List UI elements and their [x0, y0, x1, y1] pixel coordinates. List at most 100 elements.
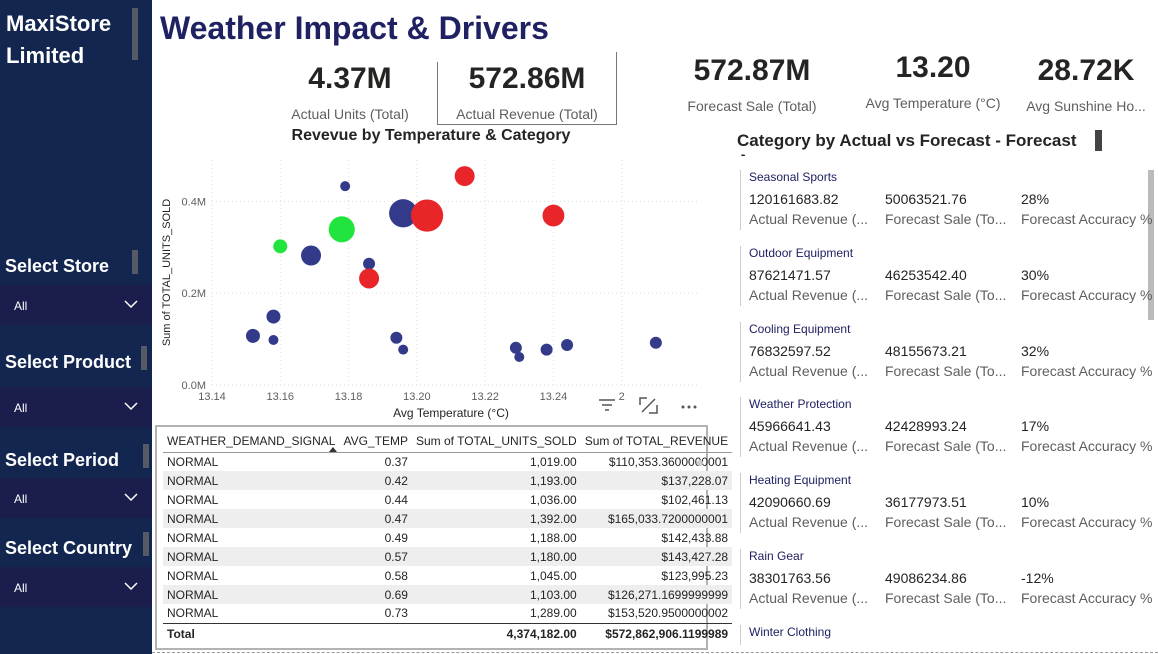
- card-value: 48155673.21: [885, 342, 967, 359]
- table-cell: NORMAL: [163, 509, 340, 528]
- card-label: Forecast Sale (To...: [885, 438, 1007, 455]
- column-header[interactable]: AVG_TEMP: [339, 430, 412, 453]
- table-cell: 0.73: [384, 606, 408, 621]
- table-cell: 1,392.00: [411, 509, 581, 528]
- kpi-value: 4.37M: [308, 62, 392, 95]
- table-cell: 1,103.00: [411, 585, 581, 604]
- cards-title: Category by Actual vs Forecast - Forecas…: [737, 131, 1077, 156]
- focus-icon[interactable]: [639, 397, 658, 414]
- chevron: [124, 402, 138, 410]
- table-cell: 0.58: [384, 568, 408, 583]
- bubble: [542, 204, 565, 227]
- table-cell: NORMAL: [163, 585, 340, 604]
- table-cell: NORMAL: [163, 547, 340, 566]
- bubble: [266, 309, 281, 324]
- bubble: [363, 257, 376, 270]
- more-icon[interactable]: [693, 405, 697, 409]
- filter-dropdown[interactable]: All: [0, 387, 152, 427]
- x-tick-label: 13.16: [267, 391, 295, 403]
- card-value: 46253542.40: [885, 266, 967, 283]
- table-cell: $137,228.07: [580, 471, 733, 490]
- card-label: Actual Revenue (...: [749, 590, 869, 606]
- kpi-value: 572.87M: [693, 54, 811, 87]
- sidebar: MaxiStore Limited Select Store All Select …: [0, 0, 152, 654]
- total-units: 4,374,182.00: [411, 622, 581, 645]
- table-cell: NORMAL: [167, 492, 219, 507]
- card-label: Forecast Accuracy %: [1021, 286, 1153, 303]
- table-cell: $123,995.23: [661, 568, 729, 583]
- filter-dropdown[interactable]: All: [0, 478, 152, 518]
- total-row: Total 4,374,182.00 $572,862,906.1199989: [163, 622, 733, 645]
- bubble: [561, 339, 574, 352]
- scroll-handle: [132, 250, 138, 274]
- table-cell: 1,289.00: [529, 606, 577, 621]
- table-cell: 0.47: [339, 509, 412, 528]
- column-header[interactable]: Sum of TOTAL_REVENUE: [580, 430, 733, 453]
- table-cell: NORMAL: [163, 471, 340, 490]
- sort-indicator: [329, 447, 337, 452]
- card-value: 32%: [1021, 342, 1050, 359]
- card-label: Forecast Accuracy %: [1021, 362, 1153, 379]
- more-icon[interactable]: [687, 405, 691, 409]
- filter-label: Select Product: [5, 352, 132, 372]
- category-card: Outdoor Equipment 87621471.57 Actual Reven…: [740, 245, 1153, 306]
- card-value: 42090660.69: [749, 494, 831, 511]
- table-cell: 1,180.00: [411, 547, 581, 566]
- column-header[interactable]: WEATHER_DEMAND_SIGNAL: [163, 430, 340, 453]
- table-cell: 0.42: [339, 471, 412, 490]
- bubble: [410, 199, 444, 232]
- kpi-value: 28.72K: [1037, 54, 1135, 87]
- table-row: NORMAL 0.73 1,289.00 $153,520.9500000002: [163, 604, 732, 623]
- table-row: NORMAL 0.44 1,036.00 $102,461.13: [163, 490, 732, 509]
- bubble: [301, 245, 322, 266]
- table-cell: 1,019.00: [529, 454, 577, 469]
- bubble: [328, 216, 355, 243]
- y-tick-label: 0.4M: [182, 196, 206, 208]
- title-marker: [1095, 130, 1102, 151]
- table-cell: 0.37: [384, 454, 408, 469]
- table-cell: 0.49: [384, 530, 408, 545]
- x-tick-label: 13.24: [540, 391, 568, 403]
- kpi-label: Avg Temperature (°C): [865, 95, 1001, 111]
- bubble: [245, 328, 260, 343]
- filter-icon[interactable]: [599, 399, 615, 411]
- card-value: 36177973.51: [885, 494, 967, 511]
- x-tick-label: 2: [619, 391, 625, 403]
- table-cell: NORMAL: [167, 454, 219, 469]
- table-cell: NORMAL: [167, 568, 219, 583]
- card-value: 28%: [1021, 191, 1050, 207]
- table-cell: $142,433.88: [661, 530, 729, 545]
- card-value: 45966641.43: [749, 418, 831, 435]
- filter-dropdown[interactable]: All: [0, 285, 152, 325]
- table-row: NORMAL 0.57 1,180.00 $143,427.28: [163, 547, 733, 566]
- scroll-thumb[interactable]: [697, 460, 703, 466]
- column-header[interactable]: Sum of TOTAL_UNITS_SOLD: [411, 430, 581, 453]
- card-value: 10%: [1021, 494, 1050, 511]
- category-card: Heating Equipment 42090660.69 Actual Reven…: [740, 473, 1153, 534]
- bubble: [359, 268, 380, 289]
- card-label: Forecast Accuracy %: [1021, 590, 1153, 606]
- category-card: Cooling Equipment 76832597.52 Actual Reven…: [740, 321, 1153, 382]
- table-row: NORMAL 0.58 1,045.00 $123,995.23: [163, 566, 732, 585]
- kpi-frame: [437, 62, 617, 125]
- filter-dropdown[interactable]: All: [0, 567, 152, 607]
- card-label: Actual Revenue (...: [749, 286, 869, 303]
- chevron: [124, 300, 138, 308]
- more-icon[interactable]: [681, 405, 685, 409]
- category-card: Rain Gear 38301763.56 Actual Revenue (... 4…: [740, 549, 1153, 609]
- table-cell: 1,036.00: [529, 492, 577, 507]
- kpi-label: Actual Units (Total): [291, 106, 409, 122]
- kpi-label: Avg Sunshine Ho...: [1026, 98, 1146, 114]
- category-name: Rain Gear: [749, 549, 804, 563]
- total-revenue: $572,862,906.1199989: [580, 622, 733, 645]
- category-name: Cooling Equipment: [749, 321, 851, 336]
- card-value: 17%: [1021, 418, 1050, 435]
- scrollbar[interactable]: [1148, 170, 1154, 320]
- card-label: Forecast Accuracy %: [1021, 438, 1153, 455]
- bubble-chart: Revevue by Temperature & Category 0.0M 0.2…: [161, 127, 700, 420]
- bubble: [340, 181, 351, 192]
- x-tick-label: 13.22: [471, 391, 499, 403]
- dropdown-value: All: [14, 492, 28, 506]
- category-name: Heating Equipment: [749, 473, 852, 488]
